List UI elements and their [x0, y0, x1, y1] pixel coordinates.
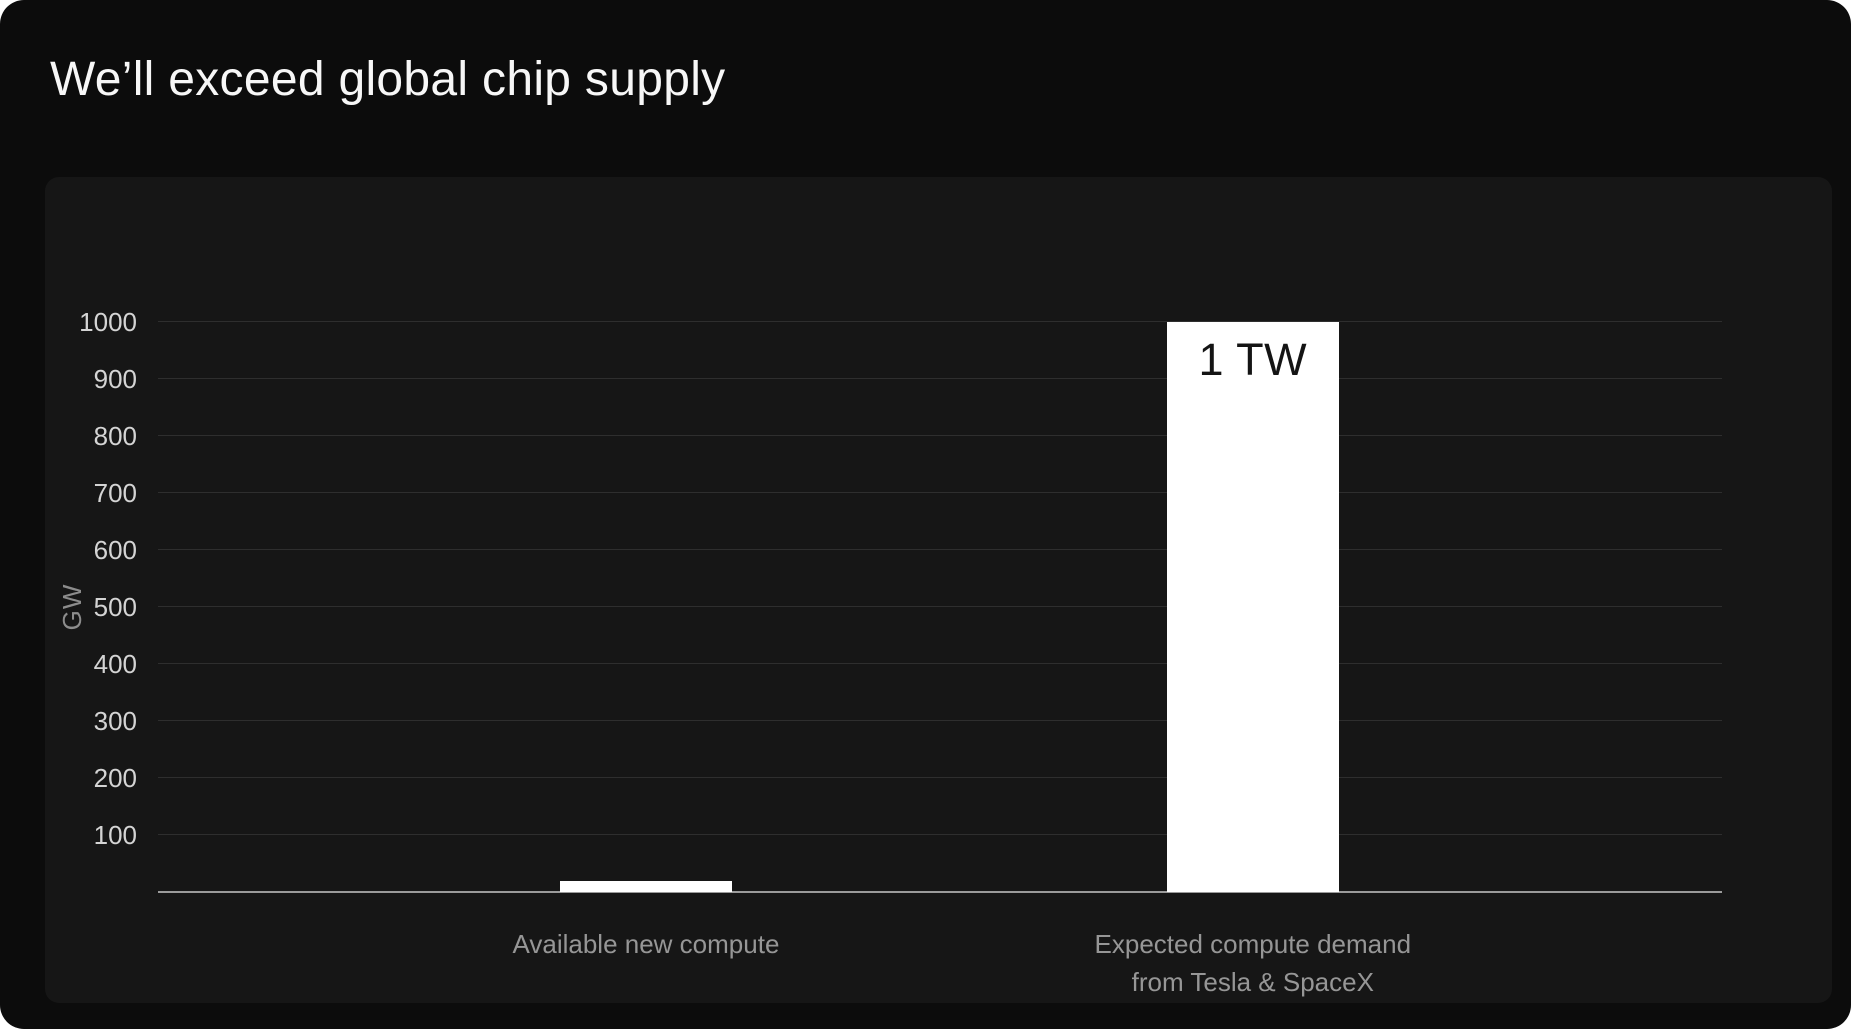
y-tick-label: 100: [93, 820, 137, 850]
x-axis-line: [158, 891, 1722, 893]
y-tick-label: 600: [93, 535, 137, 565]
gridline: [158, 378, 1722, 379]
gridline: [158, 321, 1722, 322]
x-category-label-line: from Tesla & SpaceX: [1131, 967, 1374, 997]
gridline: [158, 720, 1722, 721]
gridline: [158, 435, 1722, 436]
gridline: [158, 663, 1722, 664]
gridline: [158, 834, 1722, 835]
y-tick-label: 900: [93, 364, 137, 394]
x-category-label-line: Available new compute: [512, 929, 780, 959]
y-axis-label: GW: [56, 583, 87, 631]
gridline: [158, 777, 1722, 778]
x-category-label-line: Expected compute demand: [1094, 929, 1412, 959]
gridline: [158, 492, 1722, 493]
y-tick-layer: 100 200 300 400 500 600 700 800 900 1000: [45, 309, 137, 892]
bar-available-new-compute: [559, 880, 732, 892]
gridline: [158, 606, 1722, 607]
y-tick-label: 200: [93, 763, 137, 793]
chart-panel: 100 200 300 400 500 600 700 800 900 1000 GW 1 TW …: [45, 177, 1832, 1003]
gridline: [158, 549, 1722, 550]
bar-value-label: 1 TW: [1198, 334, 1308, 385]
y-tick-label: 1000: [79, 307, 137, 337]
slide-title: We’ll exceed global chip supply: [50, 53, 726, 106]
y-tick-label: 500: [93, 592, 137, 622]
x-category-label: Expected compute demand from Tesla & Spac…: [1095, 925, 1412, 1001]
y-tick-label: 300: [93, 706, 137, 736]
bar-expected-compute-demand: 1 TW: [1166, 322, 1339, 892]
y-tick-label: 400: [93, 649, 137, 679]
y-tick-label: 800: [93, 421, 137, 451]
y-tick-label: 700: [93, 478, 137, 508]
x-category-label: Available new compute: [513, 925, 780, 963]
plot-area: 1 TW: [158, 321, 1722, 893]
